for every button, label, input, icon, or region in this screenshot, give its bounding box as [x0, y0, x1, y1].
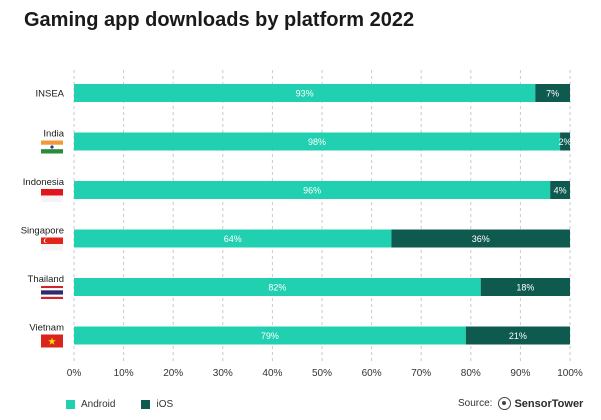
- data-label-android: 98%: [308, 137, 326, 147]
- legend-item-ios: iOS: [141, 399, 173, 410]
- legend-label-ios: iOS: [156, 399, 174, 410]
- bar-ios: [480, 278, 570, 296]
- x-tick-label: 20%: [163, 368, 183, 379]
- brand-name: SensorTower: [514, 397, 584, 410]
- brand: SensorTower: [498, 397, 583, 410]
- x-tick-label: 50%: [312, 368, 332, 379]
- data-label-android: 96%: [303, 186, 321, 196]
- category-label: Vietnam: [29, 323, 64, 334]
- bar-android: [74, 229, 392, 248]
- x-tick-label: 100%: [557, 368, 583, 379]
- india-flag-icon: [41, 140, 63, 154]
- bar-android: [74, 181, 551, 199]
- x-tick-label: 0%: [67, 368, 82, 379]
- indonesia-flag-icon: [41, 189, 63, 202]
- bar-ios: [560, 132, 570, 151]
- bar-ios: [535, 84, 570, 102]
- bar-ios: [550, 181, 570, 199]
- source-label: Source:: [458, 398, 493, 409]
- bar-android: [74, 326, 466, 345]
- data-label-android: 64%: [224, 234, 242, 244]
- category-label: INSEA: [35, 89, 64, 100]
- legend-swatch-android: [66, 400, 75, 409]
- bar-ios: [465, 326, 570, 345]
- x-tick-label: 10%: [114, 368, 134, 379]
- singapore-flag-icon: [41, 237, 63, 251]
- legend-label-android: Android: [81, 399, 116, 410]
- thailand-flag-icon: [41, 286, 63, 299]
- data-label-ios: 7%: [546, 89, 559, 99]
- bar-android: [74, 132, 561, 151]
- data-label-ios: 21%: [509, 331, 527, 341]
- sensortower-logo-icon: [498, 397, 512, 410]
- x-tick-label: 30%: [213, 368, 233, 379]
- data-label-ios: 2%: [559, 137, 572, 147]
- legend: Android iOS: [66, 399, 199, 410]
- data-label-ios: 4%: [554, 186, 567, 196]
- legend-swatch-ios: [141, 400, 151, 409]
- x-tick-label: 90%: [510, 368, 530, 379]
- category-label: India: [43, 129, 64, 140]
- bar-android: [74, 278, 481, 296]
- vietnam-flag-icon: [41, 334, 63, 348]
- x-tick-label: 60%: [362, 368, 382, 379]
- category-label: Thailand: [28, 274, 64, 285]
- x-tick-label: 80%: [461, 368, 481, 379]
- data-label-ios: 18%: [516, 283, 534, 293]
- bar-ios: [391, 229, 570, 248]
- data-label-ios: 36%: [472, 234, 490, 244]
- category-label: Indonesia: [23, 177, 65, 188]
- x-tick-label: 70%: [411, 368, 431, 379]
- x-tick-label: 40%: [262, 368, 282, 379]
- bar-android: [74, 84, 536, 102]
- legend-item-android: Android: [66, 399, 115, 410]
- category-label: Singapore: [21, 226, 64, 237]
- source-credit: Source: SensorTower: [458, 397, 583, 410]
- chart-title: Gaming app downloads by platform 2022: [24, 9, 415, 31]
- data-label-android: 79%: [261, 331, 279, 341]
- data-label-android: 93%: [296, 89, 314, 99]
- data-label-android: 82%: [268, 283, 286, 293]
